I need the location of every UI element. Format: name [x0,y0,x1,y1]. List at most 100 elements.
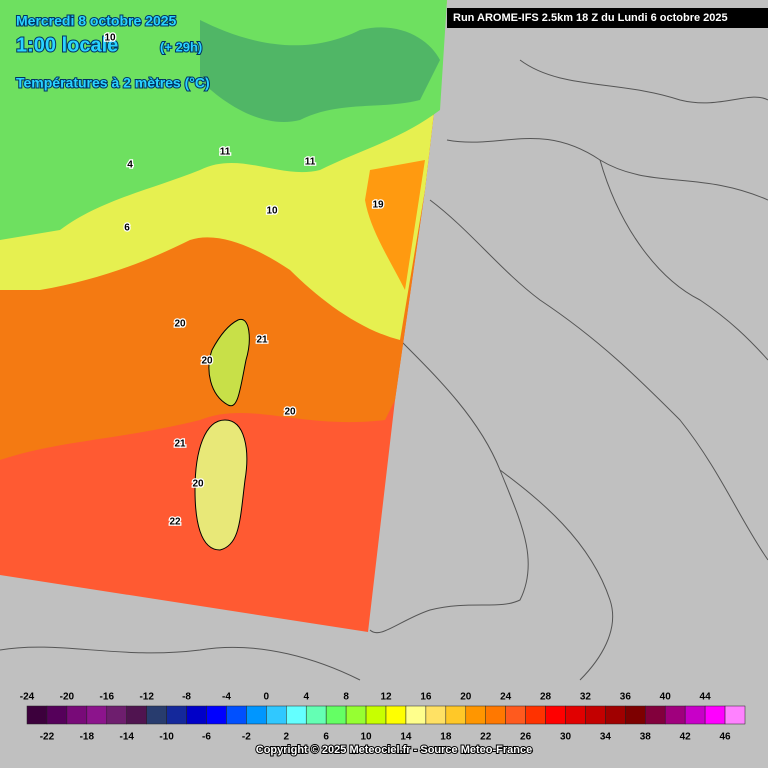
legend-label: 6 [323,732,329,743]
legend-label: 12 [380,692,392,703]
legend-label: -4 [222,692,231,703]
border-line [599,159,768,361]
temperature-label: 10 [104,33,116,44]
temperature-label: 11 [305,157,316,168]
legend-label: 32 [580,692,592,703]
legend-label: -24 [20,692,35,703]
legend-swatch [385,705,407,725]
legend-swatch [246,705,267,725]
temperature-label: 11 [220,147,231,158]
legend-label: 10 [360,732,372,743]
date: Mercredi 8 octobre 2025 [16,13,177,29]
legend-label: -16 [100,692,115,703]
legend-label: 28 [540,692,552,703]
temperature-label: 20 [174,319,186,330]
temperature-label: 20 [284,407,296,418]
legend-swatch [724,705,746,725]
legend-swatch [26,705,48,725]
legend-swatch [266,705,287,725]
coast-line [429,199,768,561]
land-borders [0,59,768,681]
legend-swatch [704,705,726,725]
temperature-label: 20 [201,356,213,367]
legend-swatch [664,705,686,725]
legend-label: -10 [159,732,174,743]
legend-swatch [425,705,447,725]
legend-label: -8 [182,692,191,703]
legend-label: 2 [283,732,289,743]
legend-swatch [305,705,327,725]
legend-label: 4 [303,692,309,703]
legend-label: 0 [264,692,270,703]
legend-swatch [206,705,227,725]
legend-label: -6 [202,732,211,743]
temperature-label: 20 [192,479,204,490]
field-name: Températures à 2 mètres (°C) [16,75,210,91]
legend-label: 42 [680,732,692,743]
coast-line [369,339,529,634]
legend-swatch [565,705,586,725]
legend-label: 8 [343,692,349,703]
temperature-label: 4 [127,160,133,171]
legend-label: 22 [480,732,492,743]
legend-label: -20 [60,692,75,703]
temperature-label: 6 [124,223,130,234]
copyright: Copyright © 2025 Meteociel.fr - Source M… [256,744,532,756]
legend-swatch [585,705,606,725]
legend-label: 34 [600,732,612,743]
legend-label: 26 [520,732,532,743]
legend-label: 36 [620,692,632,703]
legend-label: 18 [440,732,452,743]
legend-swatch [465,705,486,725]
legend-label: 14 [400,732,412,743]
legend-label: -2 [242,732,251,743]
temperature-label: 21 [256,335,268,346]
legend-label: 20 [460,692,472,703]
legend-swatch [684,705,706,725]
temperature-label: 21 [174,439,186,450]
temperature-field [365,160,425,290]
legend-swatch [405,705,427,725]
legend-swatch [66,705,88,725]
legend-swatch [226,705,247,725]
run-info: Run AROME-IFS 2.5km 18 Z du Lundi 6 octo… [453,12,728,24]
legend-swatch [645,705,666,725]
legend-swatch [186,705,207,725]
sardinia [194,419,248,551]
legend-label: 40 [660,692,672,703]
model-domain [0,0,447,632]
legend-swatch [146,705,167,725]
legend-label: -22 [40,732,55,743]
legend-swatch [605,705,626,725]
legend-swatch [166,705,187,725]
legend-swatch [325,705,347,725]
legend-label: 38 [640,732,652,743]
legend-label: 44 [700,692,712,703]
legend-swatch [505,705,526,725]
coast-line [499,469,614,681]
temperature-label: 22 [169,517,181,528]
legend-label: 24 [500,692,512,703]
temperature-label: 10 [266,206,278,217]
temperature-field [200,20,440,122]
legend-label: 46 [719,732,731,743]
legend-swatch [46,705,68,725]
legend-swatch [345,705,367,725]
coast-line [0,646,361,681]
run-box [447,8,768,28]
legend-label: -14 [119,732,134,743]
legend-swatch [625,705,646,725]
lead-time: (+ 29h) [160,39,202,54]
legend-label: -18 [80,732,95,743]
legend-swatch [365,705,387,725]
legend-swatch [126,705,147,725]
legend-swatch [106,705,127,725]
time: 1:00 locale [16,34,118,56]
corsica [208,318,250,407]
legend-label: 30 [560,732,572,743]
border-line [519,59,768,104]
legend-label: 16 [420,692,432,703]
legend-swatch [525,705,546,725]
legend-label: -12 [139,692,154,703]
